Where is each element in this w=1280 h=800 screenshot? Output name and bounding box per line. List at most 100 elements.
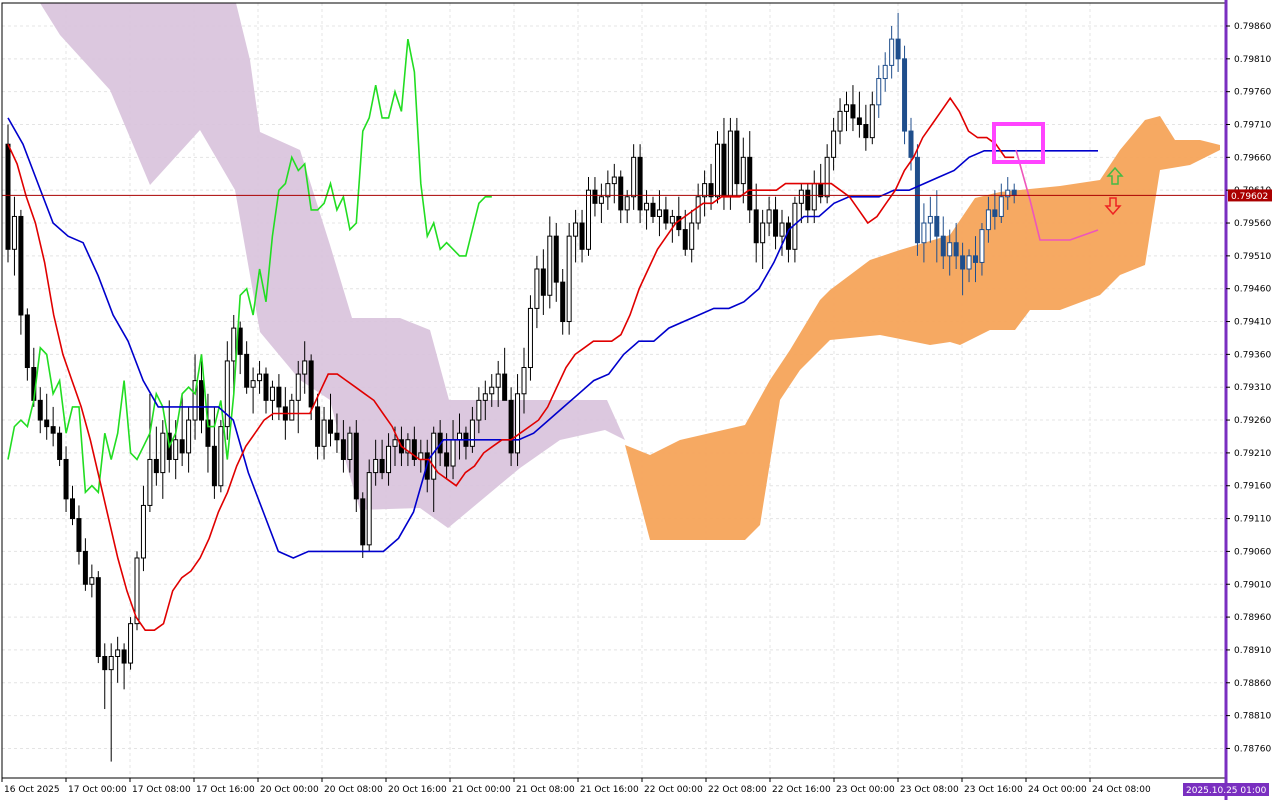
candle-body [676,215,682,231]
candle [353,420,359,513]
candle-body [766,209,772,224]
x-tick-label: 23 Oct 16:00 [964,785,1023,795]
candle [702,170,708,217]
candle [37,387,43,434]
candle-body [902,58,908,132]
candle [476,387,482,434]
candle-body [24,314,30,369]
candle-body [992,209,998,217]
candle-body [869,104,875,139]
candle [76,505,82,565]
candle-body [269,386,275,401]
candle [856,91,862,138]
candle-body [353,432,359,500]
y-tick-label: 0.79860 [1234,22,1271,32]
candle-body [631,156,637,198]
candle [186,406,192,473]
candle-body [637,156,643,211]
y-tick-label: 0.78860 [1234,679,1271,689]
candle [618,170,624,224]
current-price-tag: 0.79602 [1228,189,1272,202]
candle [605,170,611,210]
candle-body [934,215,940,237]
candle-body [669,215,675,224]
candle-body [540,268,546,296]
candle-body [850,104,856,119]
y-tick-label: 0.79160 [1234,482,1271,492]
candle [515,374,521,467]
candle [740,137,746,204]
candle-body [824,156,830,198]
candle-body [121,649,127,664]
y-tick-label: 0.79210 [1234,449,1271,459]
candle-body [914,156,920,244]
candle-body [966,255,972,270]
candle-body [70,498,75,520]
candle-body [740,156,746,185]
x-tick-label: 22 Oct 00:00 [644,785,703,795]
x-tick-label: 23 Oct 00:00 [836,785,895,795]
candle [869,91,875,145]
candle [95,571,101,664]
time-axis[interactable]: 16 Oct 2025 17 Oct 00:00 17 Oct 08:00 17 Oc… [1,778,1269,796]
candle [115,636,121,683]
candle [708,163,714,210]
candle-body [882,64,888,80]
candle [650,196,656,224]
candle-body [953,242,959,257]
cloud-bearish [40,3,625,528]
x-tick-label: 22 Oct 08:00 [708,785,767,795]
candle-body [579,222,585,250]
candle [521,347,527,414]
candle-body [444,452,450,467]
candle-body [50,426,56,434]
x-tick-label: 21 Oct 00:00 [452,785,511,795]
candle [140,485,146,572]
candle-body [373,458,379,474]
candle-body [160,432,166,474]
candle-body [831,130,837,158]
candle [882,52,888,92]
candle [295,360,301,434]
candle [121,643,127,690]
candle-body [560,281,566,323]
candle-body [295,373,301,401]
candle-body [586,189,591,250]
y-tick-label: 0.79260 [1234,416,1271,426]
candle [302,341,308,394]
candle-body [856,117,862,126]
candle [244,341,250,394]
candle [669,209,675,243]
x-tick-label: 24 Oct 08:00 [1092,785,1151,795]
candle [656,190,662,237]
candle [231,314,237,394]
candle-body [276,386,282,408]
highlight-box [992,122,1045,164]
candle-body [573,222,579,237]
projection-line [1015,149,1099,241]
candle-body [889,38,895,66]
candle-body [773,209,779,237]
candle [82,538,88,591]
candle-body [798,189,804,204]
candle-body [18,215,24,316]
candle-body [147,458,153,506]
candle-body [482,393,488,401]
candle [495,360,501,407]
indicator-lines [7,38,1099,632]
candle [224,341,230,440]
candle [876,65,882,118]
candle-body [231,327,237,362]
candle [902,45,908,145]
candle-body [863,124,869,139]
y-tick-label: 0.78760 [1234,744,1271,754]
candle-body [973,255,978,263]
y-tick-label: 0.79660 [1234,153,1271,163]
candle [979,223,985,276]
candle-body [921,222,927,244]
candle [70,485,75,526]
candle [560,268,566,335]
candle [411,426,417,467]
